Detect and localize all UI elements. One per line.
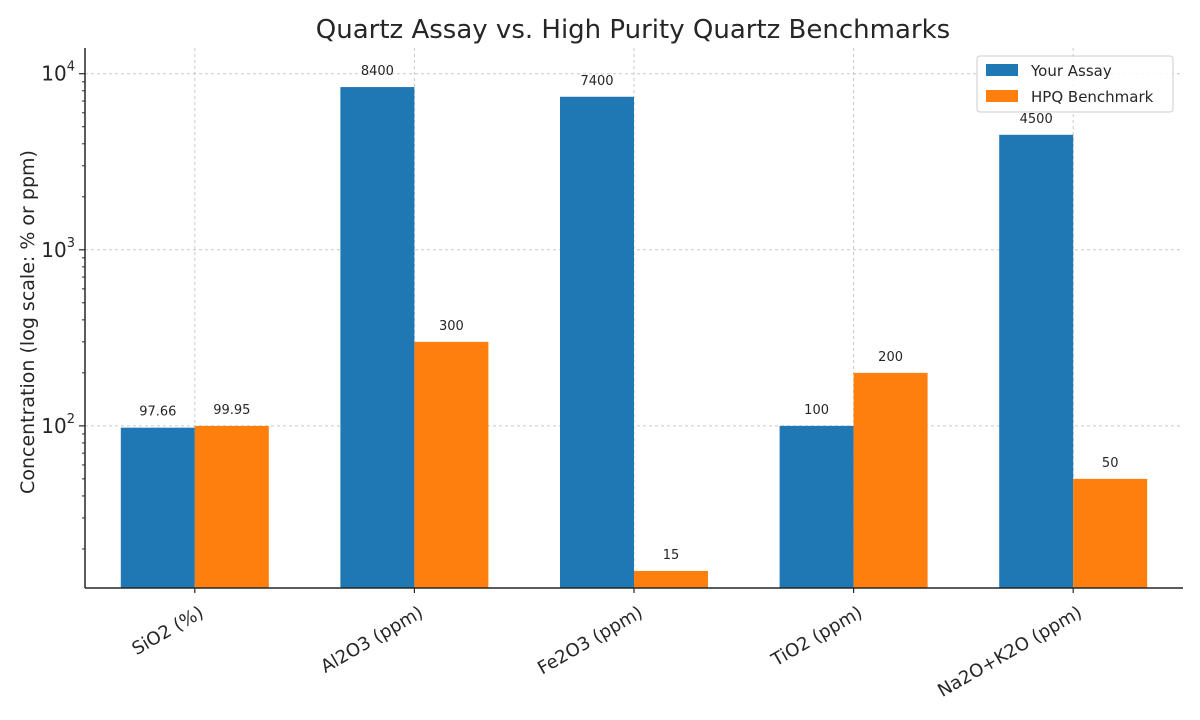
legend-swatch-hpq-benchmark	[986, 90, 1018, 102]
value-labels: 97.66 99.95 8400 300 7400 15 100 200 4500 50	[139, 64, 1118, 563]
y-tick-label: 104	[41, 60, 75, 86]
y-tick-label: 102	[41, 412, 75, 438]
y-ticks: 102 103 104	[41, 60, 85, 550]
bar-your-assay	[779, 425, 854, 588]
data-label: 200	[878, 350, 903, 365]
data-label: 97.66	[139, 405, 176, 420]
bar-your-assay	[120, 427, 195, 588]
x-tick-label: Al2O3 (ppm)	[317, 602, 427, 677]
bar-your-assay	[340, 87, 415, 589]
legend-label-hpq-benchmark: HPQ Benchmark	[1031, 88, 1154, 106]
data-label: 4500	[1020, 112, 1053, 127]
x-tick-label: Na2O+K2O (ppm)	[934, 602, 1085, 702]
data-label: 7400	[580, 74, 613, 89]
chart-title: Quartz Assay vs. High Purity Quartz Benc…	[316, 15, 950, 45]
bar-hpq-benchmark	[634, 570, 708, 588]
y-axis-label: Concentration (log scale: % or ppm)	[17, 150, 39, 494]
legend-swatch-your-assay	[986, 64, 1018, 76]
x-tick-label: TiO2 (ppm)	[767, 602, 866, 671]
data-label: 100	[804, 403, 829, 418]
legend: Your Assay HPQ Benchmark	[976, 55, 1174, 113]
legend-box	[976, 55, 1174, 113]
x-tick-label: SiO2 (%)	[128, 602, 207, 660]
bar-hpq-benchmark	[853, 372, 928, 588]
bar-hpq-benchmark	[194, 425, 269, 588]
bar-hpq-benchmark	[1073, 478, 1148, 588]
bar-your-assay	[560, 96, 634, 588]
data-label: 50	[1102, 456, 1119, 471]
bars	[120, 87, 1148, 589]
data-label: 8400	[361, 64, 394, 79]
bar-hpq-benchmark	[414, 341, 489, 588]
y-tick-label: 103	[41, 236, 75, 262]
data-label: 300	[439, 319, 464, 334]
data-label: 99.95	[213, 403, 250, 418]
x-tick-label: Fe2O3 (ppm)	[534, 602, 646, 679]
data-label: 15	[663, 548, 680, 563]
bar-your-assay	[999, 134, 1074, 588]
legend-label-your-assay: Your Assay	[1030, 62, 1112, 80]
x-ticks: SiO2 (%) Al2O3 (ppm) Fe2O3 (ppm) TiO2 (ppm)…	[128, 588, 1086, 702]
